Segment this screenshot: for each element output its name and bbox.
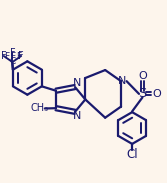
- Text: F: F: [1, 51, 7, 61]
- Text: N: N: [72, 111, 81, 121]
- Text: F: F: [16, 53, 21, 61]
- Text: F: F: [10, 48, 15, 58]
- Text: N: N: [118, 76, 127, 86]
- Text: O: O: [152, 89, 161, 99]
- Text: Cl: Cl: [126, 148, 138, 161]
- Text: F: F: [10, 53, 15, 61]
- Text: C: C: [10, 57, 16, 66]
- Text: N: N: [72, 78, 81, 88]
- Text: S: S: [138, 87, 147, 100]
- Text: F: F: [4, 53, 9, 61]
- Text: O: O: [138, 71, 147, 81]
- Text: CH₃: CH₃: [31, 104, 49, 113]
- Text: F: F: [18, 51, 24, 61]
